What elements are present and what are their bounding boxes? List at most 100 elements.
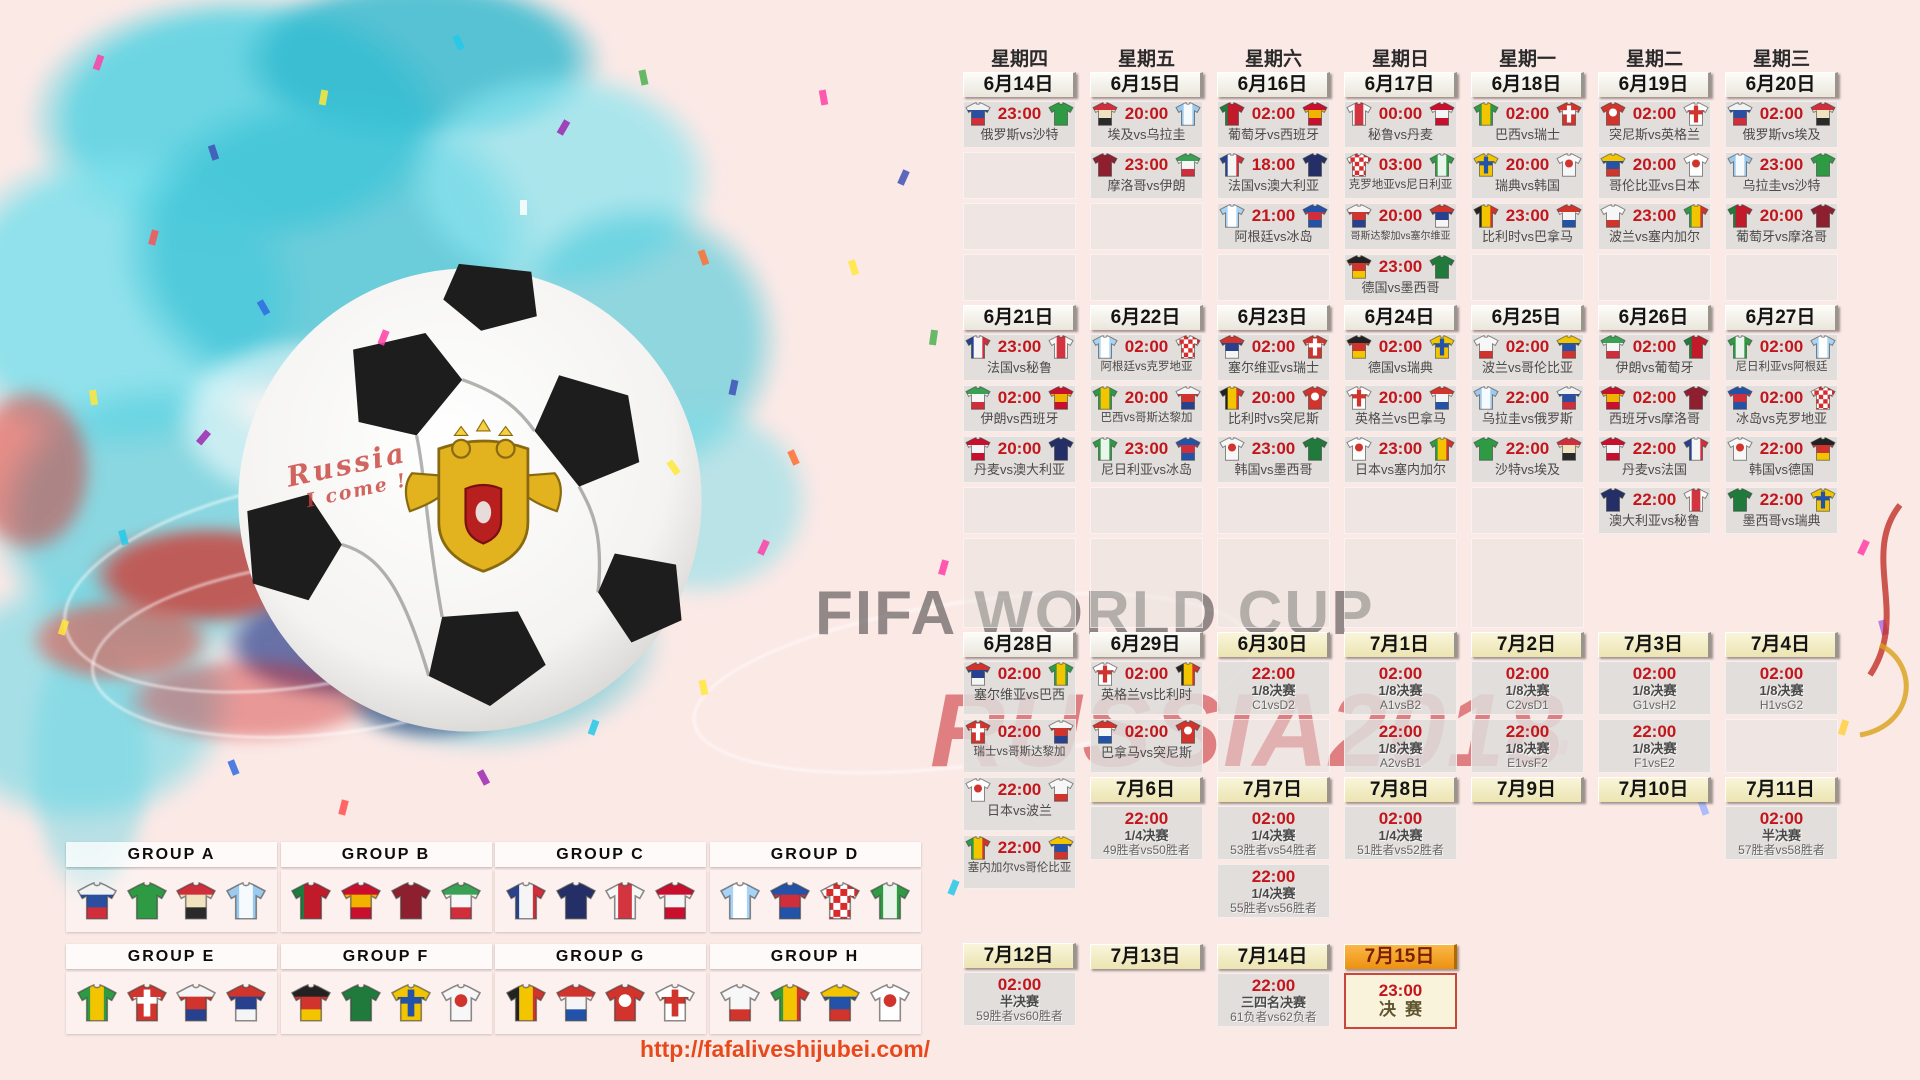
match-cell: 02:00 德国vs瑞典 [1344,334,1457,381]
match-cell: 02:00 西班牙vs摩洛哥 [1598,385,1711,432]
match-cell: 22:00 乌拉圭vs俄罗斯 [1471,385,1584,432]
team-jersey-icon [1683,204,1709,228]
team-jersey-icon [175,882,217,920]
team-jersey-icon [76,882,118,920]
match-time: 23:00 [1505,206,1550,225]
weekday-label: 星期四 [990,49,1048,70]
team-jersey-icon [1429,386,1455,410]
match-time: 20:00 [1759,206,1804,225]
calendar-column-5: 6月18日 02:00 巴西vs瑞士 20:00 瑞典vs韩国 23:00 比利时vs巴拿马… [1471,72,1584,806]
match-teams: 德国vs墨西哥 [1361,280,1440,295]
empty-cell [1090,538,1203,628]
team-jersey-icon [1473,335,1499,359]
match-teams: 阿根廷vs克罗地亚 [1100,361,1193,373]
match-teams: 比利时vs突尼斯 [1227,411,1319,426]
team-jersey-icon [390,984,432,1022]
team-jersey-icon [1810,102,1836,126]
match-teams: 葡萄牙vs摩洛哥 [1735,229,1827,244]
team-jersey-icon [1556,335,1582,359]
team-jersey-icon [1683,488,1709,512]
confetti [947,879,960,896]
date-header: 6月25日 [1471,305,1584,330]
match-time: 02:00 [997,722,1042,741]
team-jersey-icon [1429,335,1455,359]
team-jersey-icon [1473,102,1499,126]
group-label: GROUP F [280,944,492,969]
group-box: GROUP B [280,842,492,932]
group-teams [495,972,706,1034]
team-jersey-icon [1048,662,1074,686]
match-time: 20:00 [1124,388,1169,407]
match-cell: 02:00 俄罗斯vs埃及 [1725,101,1838,148]
match-cell: 20:00 巴西vs哥斯达黎加 [1090,385,1203,432]
group-teams [709,972,921,1034]
match-teams: 波兰vs哥伦比亚 [1481,360,1573,375]
match-time: 23:00 [1378,439,1423,458]
team-jersey-icon [76,984,118,1022]
team-jersey-icon [1556,386,1582,410]
team-jersey-icon [1556,153,1582,177]
team-jersey-icon [654,984,696,1022]
match-cell: 02:00 瑞士vs哥斯达黎加 [963,719,1076,773]
match-cell: 02:00 突尼斯vs英格兰 [1598,101,1711,148]
team-jersey-icon [225,984,267,1022]
team-jersey-icon [1302,386,1328,410]
team-jersey-icon [1600,153,1626,177]
knockout-cell: 22:00 三四名决赛 61负者vs62负者 [1217,973,1330,1027]
team-jersey-icon [440,984,482,1022]
date-header: 6月27日 [1725,305,1838,330]
team-jersey-icon [1600,488,1626,512]
match-teams: 澳大利亚vs秘鲁 [1608,513,1700,528]
team-jersey-icon [965,102,991,126]
date-header: 6月29日 [1090,632,1203,657]
knockout-cell: 02:00 1/4决赛 53胜者vs54胜者 [1217,806,1330,860]
match-time: 02:00 [1759,663,1804,683]
stage-label: 决赛 [1379,1000,1431,1019]
weekday-label: 星期日 [1371,49,1429,70]
pairing-label: G1vsH2 [1632,697,1677,712]
stage-label: 半决赛 [999,993,1039,1009]
match-cell: 00:00 秘鲁vs丹麦 [1344,101,1457,148]
date-header: 6月23日 [1217,305,1330,330]
calendar-column-6: 6月19日 02:00 突尼斯vs英格兰 20:00 哥伦比亚vs日本 23:00 波兰vs… [1598,72,1711,806]
knockout-cell: 02:00 1/8决赛 H1vsG2 [1725,661,1838,715]
team-jersey-icon [126,882,168,920]
match-time: 22:00 [1124,808,1169,828]
team-jersey-icon [1302,437,1328,461]
date-header: 6月16日 [1217,72,1330,97]
knockout-cell: 02:00 1/4决赛 51胜者vs52胜者 [1344,806,1457,860]
confetti [338,799,349,816]
group-label: GROUP H [709,944,921,969]
match-teams: 伊朗vs葡萄牙 [1615,360,1694,375]
site-url[interactable]: http://fafaliveshijubei.com/ [639,1036,931,1062]
weekday-label: 星期五 [1117,49,1175,70]
match-time: 22:00 [1632,439,1677,458]
match-time: 00:00 [1378,104,1423,123]
empty-cell [1217,254,1330,301]
empty-cell [1471,538,1584,628]
date-header: 6月17日 [1344,72,1457,97]
team-jersey-icon [290,882,332,920]
match-teams: 比利时vs巴拿马 [1481,229,1573,244]
group-label: GROUP A [66,842,277,867]
match-teams: 法国vs澳大利亚 [1227,178,1319,193]
team-jersey-icon [1219,153,1245,177]
stage-label: 1/4决赛 [1251,827,1296,843]
match-time: 22:00 [1632,721,1677,741]
knockout-cell: 02:00 半决赛 59胜者vs60胜者 [963,972,1076,1026]
team-jersey-icon [1302,102,1328,126]
empty-cell [1090,254,1203,301]
team-jersey-icon [1727,102,1753,126]
team-jersey-icon [1727,437,1753,461]
knockout-cell: 22:00 1/4决赛 49胜者vs50胜者 [1090,806,1203,860]
match-teams: 巴西vs瑞士 [1494,127,1560,142]
match-cell: 02:00 伊朗vs葡萄牙 [1598,334,1711,381]
confetti [818,89,829,106]
spacer [1598,538,1599,632]
group-label: GROUP D [709,842,921,867]
match-teams: 英格兰vs比利时 [1100,687,1192,702]
match-cell: 23:00 韩国vs墨西哥 [1217,436,1330,483]
team-jersey-icon [1600,437,1626,461]
stage-label: 半决赛 [1761,827,1801,843]
match-teams: 秘鲁vs丹麦 [1367,127,1433,142]
